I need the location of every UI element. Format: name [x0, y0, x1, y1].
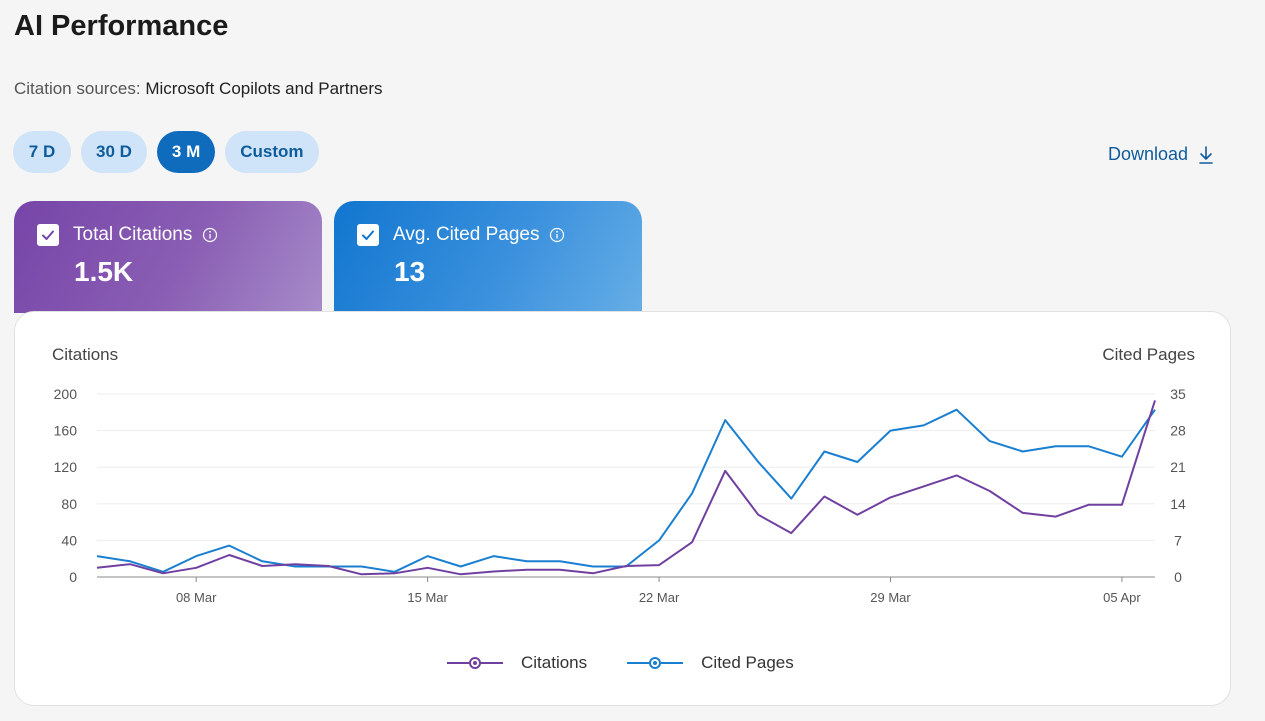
chart-legend: Citations Cited Pages — [447, 653, 794, 673]
x-axis-tick-label: 29 Mar — [870, 590, 911, 605]
range-7d-button[interactable]: 7 D — [13, 131, 71, 173]
right-axis-tick-label: 14 — [1170, 496, 1186, 512]
download-label: Download — [1108, 144, 1189, 164]
citations-series-line — [96, 400, 1156, 576]
legend-citations-label: Citations — [521, 653, 588, 672]
download-button[interactable]: Download — [1108, 144, 1214, 165]
x-axis-tick-label: 08 Mar — [176, 590, 217, 605]
citation-sources-label: Citation sources: — [14, 79, 141, 98]
page-title: AI Performance — [14, 10, 229, 42]
citation-sources: Citation sources: Microsoft Copilots and… — [14, 79, 383, 99]
right-axis-title: Cited Pages — [1102, 345, 1195, 364]
legend-citations[interactable]: Citations — [447, 653, 587, 673]
left-axis-tick-label: 0 — [69, 569, 77, 585]
right-axis-tick-label: 7 — [1174, 532, 1182, 548]
avg-cited-pages-label: Avg. Cited Pages — [393, 224, 540, 245]
left-axis-tick-label: 120 — [54, 459, 78, 475]
right-axis-tick-label: 28 — [1170, 423, 1186, 439]
chart-panel: Citations Cited Pages 200 35 160 28 120 21 80 1… — [14, 311, 1231, 706]
info-icon[interactable] — [202, 227, 218, 243]
left-axis-tick-label: 160 — [54, 423, 78, 439]
legend-cited-pages-label: Cited Pages — [701, 653, 794, 672]
total-citations-value: 1.5K — [74, 256, 134, 287]
range-custom-button[interactable]: Custom — [225, 131, 319, 173]
x-axis-tick-label: 22 Mar — [639, 590, 680, 605]
left-axis-title: Citations — [52, 345, 119, 364]
range-30d-button[interactable]: 30 D — [81, 131, 147, 173]
legend-citations-marker-icon — [447, 657, 503, 669]
left-axis-tick-label: 200 — [54, 386, 78, 402]
x-axis-tick-label: 05 Apr — [1103, 590, 1141, 605]
left-axis-tick-label: 80 — [61, 496, 77, 512]
total-citations-label: Total Citations — [73, 224, 193, 245]
right-axis-tick-label: 35 — [1170, 386, 1186, 402]
legend-cited-pages-marker-icon — [627, 657, 684, 669]
total-citations-checkbox[interactable] — [37, 224, 59, 246]
date-range-selector: 7 D 30 D 3 M Custom — [13, 131, 319, 173]
info-icon[interactable] — [549, 227, 565, 243]
avg-cited-pages-card[interactable]: Avg. Cited Pages 13 — [334, 201, 642, 313]
total-citations-card[interactable]: Total Citations 1.5K — [14, 201, 322, 313]
right-axis-tick-label: 21 — [1170, 459, 1186, 475]
avg-cited-pages-checkbox[interactable] — [357, 224, 379, 246]
legend-cited-pages[interactable]: Cited Pages — [627, 653, 794, 673]
x-axis-tick-label: 15 Mar — [407, 590, 448, 605]
avg-cited-pages-value: 13 — [394, 256, 426, 287]
cited-pages-series-line — [96, 408, 1156, 573]
line-chart: 200 35 160 28 120 21 80 14 40 7 0 0 08 Mar 15 Mar 22 M… — [54, 386, 1186, 605]
range-3m-button[interactable]: 3 M — [156, 131, 216, 173]
citation-sources-value: Microsoft Copilots and Partners — [145, 79, 383, 98]
right-axis-tick-label: 0 — [1174, 569, 1182, 585]
left-axis-tick-label: 40 — [61, 532, 77, 548]
download-icon — [1199, 145, 1213, 164]
